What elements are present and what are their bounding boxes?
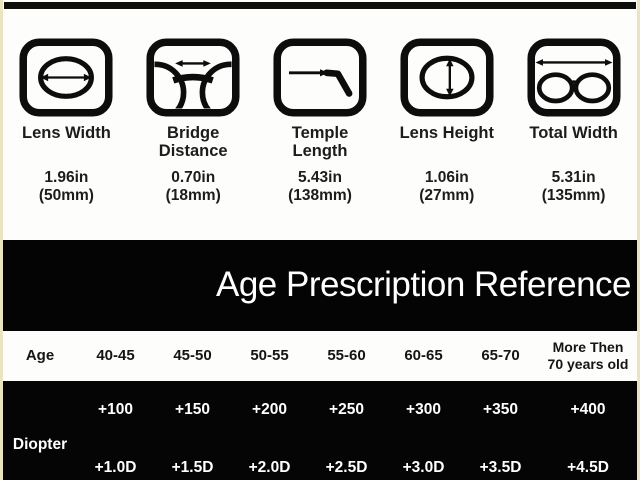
- spec-lens-height: Lens Height 1.06in (27mm): [383, 38, 510, 206]
- header-cell-40-45: 40-45: [96, 346, 135, 364]
- top-divider-bar: [4, 2, 636, 9]
- diopter-d-cell: +2.0D: [248, 458, 291, 476]
- spec-total-width: Total Width 5.31in (135mm): [510, 38, 637, 206]
- header-cell-55-60: 55-60: [327, 346, 366, 364]
- diopter-row-label: Diopter: [12, 436, 68, 454]
- frame-measurements-section: Lens Width 1.96in (50mm): [3, 38, 637, 206]
- spec-value: 1.96in (50mm): [38, 169, 94, 205]
- diopter-d-cell: +3.0D: [402, 458, 445, 476]
- spec-label: Total Width: [529, 124, 618, 142]
- diopter-raw-cell: +200: [252, 400, 287, 418]
- diopter-raw-cell: +400: [570, 400, 606, 418]
- spec-label: Bridge Distance: [158, 124, 228, 161]
- age-prescription-table: Age 40-45 45-50 50-55 55-60 60-65 65-70 …: [3, 330, 637, 480]
- diopter-raw-cell: +100: [98, 400, 133, 418]
- diopter-d-cell: +4.5D: [567, 458, 609, 476]
- header-cell-60-65: 60-65: [404, 346, 443, 364]
- spec-label: Lens Width: [22, 124, 111, 142]
- spec-value: 5.31in (135mm): [541, 169, 606, 205]
- diopter-raw-cell: +350: [483, 400, 518, 418]
- spec-value: 5.43in (138mm): [288, 169, 352, 205]
- spec-bridge-distance: Bridge Distance 0.70in (18mm): [130, 38, 257, 206]
- diopter-d-cell: +1.0D: [94, 458, 137, 476]
- lens-width-icon: [19, 38, 113, 117]
- header-cell-age: Age: [25, 346, 55, 364]
- table-body: Diopter +100 +150 +200 +250 +300 +350 +4…: [3, 380, 637, 480]
- spec-value: 0.70in (18mm): [165, 169, 221, 205]
- total-width-icon: [527, 38, 621, 117]
- spec-label: Lens Height: [399, 124, 494, 142]
- spec-lens-width: Lens Width 1.96in (50mm): [3, 38, 130, 206]
- spec-temple-length: Temple Length 5.43in (138mm): [257, 38, 384, 206]
- header-cell-over-70: More Then 70 years old: [547, 339, 629, 372]
- temple-length-icon: [273, 38, 367, 117]
- bridge-distance-icon: [146, 38, 240, 117]
- spec-label: Temple Length: [291, 124, 349, 161]
- diopter-raw-cell: +300: [406, 400, 441, 418]
- banner-title: Age Prescription Reference: [216, 265, 632, 305]
- diopter-d-cell: +2.5D: [325, 458, 368, 476]
- diopter-raw-cell: +150: [175, 400, 210, 418]
- spec-value: 1.06in (27mm): [419, 169, 475, 205]
- lens-height-icon: [400, 38, 494, 117]
- header-cell-45-50: 45-50: [173, 346, 212, 364]
- table-header-row: Age 40-45 45-50 50-55 55-60 60-65 65-70 …: [3, 330, 637, 381]
- header-cell-65-70: 65-70: [481, 346, 520, 364]
- diopter-d-cell: +3.5D: [479, 458, 522, 476]
- header-cell-50-55: 50-55: [250, 346, 289, 364]
- diopter-raw-cell: +250: [329, 400, 364, 418]
- age-prescription-banner: Age Prescription Reference: [3, 239, 637, 331]
- diopter-d-cell: +1.5D: [171, 458, 214, 476]
